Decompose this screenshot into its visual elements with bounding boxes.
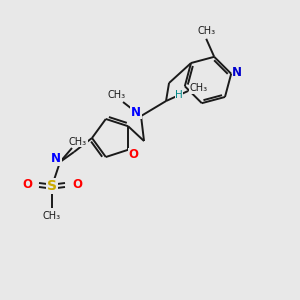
Text: O: O	[128, 148, 138, 161]
Text: N: N	[232, 66, 242, 79]
Text: CH₃: CH₃	[197, 26, 215, 36]
Text: N: N	[51, 152, 61, 166]
Text: O: O	[22, 178, 32, 190]
Text: CH₃: CH₃	[190, 83, 208, 93]
Text: CH₃: CH₃	[108, 90, 126, 100]
Text: CH₃: CH₃	[69, 137, 87, 147]
Text: S: S	[47, 179, 57, 193]
Text: O: O	[72, 178, 82, 190]
Text: H: H	[175, 90, 183, 100]
Text: N: N	[131, 106, 141, 118]
Text: CH₃: CH₃	[43, 211, 61, 221]
